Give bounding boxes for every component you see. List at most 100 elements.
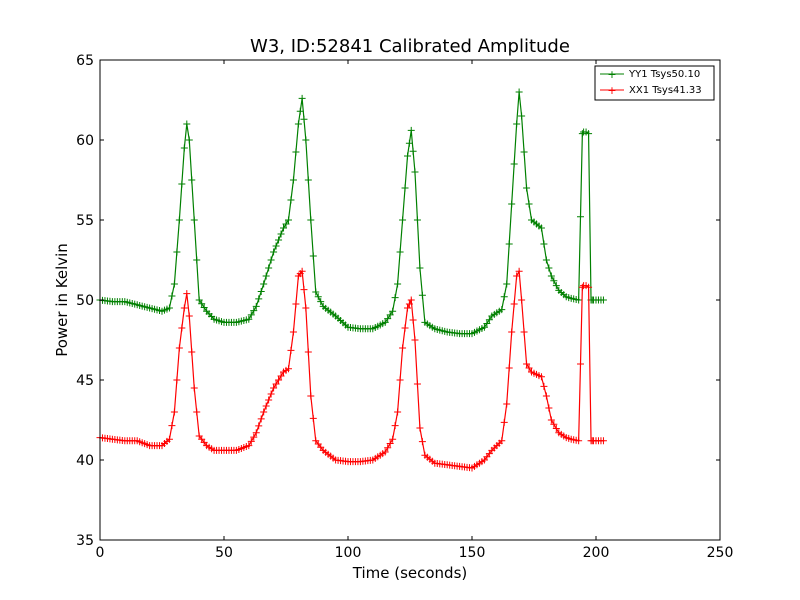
legend-label-xx1: XX1 Tsys41.33	[629, 85, 702, 96]
data-point	[183, 120, 191, 128]
data-point	[255, 422, 263, 430]
data-point	[498, 437, 506, 445]
data-point	[265, 264, 273, 272]
data-point	[396, 376, 404, 384]
data-point	[401, 324, 409, 332]
data-point	[275, 236, 283, 244]
data-point	[190, 384, 198, 392]
data-point	[523, 360, 531, 368]
data-point	[185, 136, 193, 144]
data-point	[287, 346, 295, 354]
data-point	[247, 437, 255, 445]
data-point	[188, 176, 196, 184]
data-point	[168, 422, 176, 430]
data-point	[401, 184, 409, 192]
data-point	[294, 120, 302, 128]
data-point	[173, 376, 181, 384]
data-point	[282, 220, 290, 228]
legend: + YY1 Tsys50.10 + XX1 Tsys41.33	[594, 65, 715, 101]
data-point	[302, 304, 310, 312]
data-point	[542, 256, 550, 264]
data-point	[384, 315, 392, 323]
data-point	[480, 323, 488, 331]
series-markers-1	[96, 267, 607, 472]
data-point	[523, 184, 531, 192]
data-point	[309, 252, 317, 260]
data-point	[483, 319, 491, 327]
x-tick-label: 100	[335, 545, 362, 561]
data-point	[394, 280, 402, 288]
data-point	[250, 307, 258, 315]
data-point	[418, 438, 426, 446]
series-layer	[96, 88, 607, 472]
x-tick-label: 50	[215, 545, 233, 561]
data-point	[296, 107, 304, 115]
data-point	[389, 307, 397, 315]
data-point	[537, 373, 545, 381]
data-point	[552, 425, 560, 433]
data-point	[193, 256, 201, 264]
data-point	[252, 429, 260, 437]
data-point	[173, 248, 181, 256]
data-point	[411, 168, 419, 176]
data-point	[394, 408, 402, 416]
data-point	[292, 148, 300, 156]
data-point	[409, 316, 417, 324]
data-point	[175, 344, 183, 352]
data-point	[405, 300, 413, 308]
data-point	[396, 248, 404, 256]
data-point	[540, 240, 548, 248]
data-point	[245, 315, 253, 323]
data-point	[289, 176, 297, 184]
data-point	[178, 324, 186, 332]
data-point	[270, 384, 278, 392]
data-point	[540, 382, 548, 390]
data-point	[312, 288, 320, 296]
data-point	[404, 152, 412, 160]
data-point	[399, 216, 407, 224]
data-point	[552, 282, 560, 290]
legend-box	[594, 65, 715, 101]
data-point	[193, 408, 201, 416]
data-point	[585, 130, 593, 138]
data-point	[284, 365, 292, 373]
data-point	[257, 415, 265, 423]
data-point	[503, 280, 511, 288]
data-point	[289, 328, 297, 336]
data-point	[510, 160, 518, 168]
data-point	[505, 240, 513, 248]
data-point	[391, 422, 399, 430]
data-point	[257, 287, 265, 295]
y-axis-label: Power in Kelvin	[53, 243, 71, 357]
data-point	[577, 360, 584, 368]
data-point	[515, 88, 523, 96]
legend-marker-xx1: +	[607, 84, 616, 97]
data-point	[280, 224, 288, 232]
data-point	[498, 306, 506, 314]
data-point	[262, 402, 270, 410]
data-point	[508, 200, 516, 208]
data-point	[547, 272, 555, 280]
data-point	[577, 213, 584, 221]
data-point	[411, 336, 419, 344]
data-point	[518, 112, 526, 120]
data-point	[500, 293, 508, 301]
data-point	[262, 272, 270, 280]
y-tick-label: 50	[76, 293, 94, 309]
data-point	[170, 408, 178, 416]
data-point	[252, 302, 260, 310]
y-tick-label: 65	[76, 53, 94, 69]
data-point	[513, 120, 521, 128]
legend-marker-yy1: +	[607, 68, 616, 81]
data-point	[518, 296, 526, 304]
data-point	[405, 139, 413, 147]
data-point	[386, 311, 394, 319]
data-point	[275, 376, 283, 384]
data-point	[413, 380, 421, 388]
x-tick-label: 150	[459, 545, 486, 561]
data-point	[309, 414, 317, 422]
data-point	[413, 216, 421, 224]
data-point	[300, 115, 308, 123]
data-point	[515, 267, 523, 275]
